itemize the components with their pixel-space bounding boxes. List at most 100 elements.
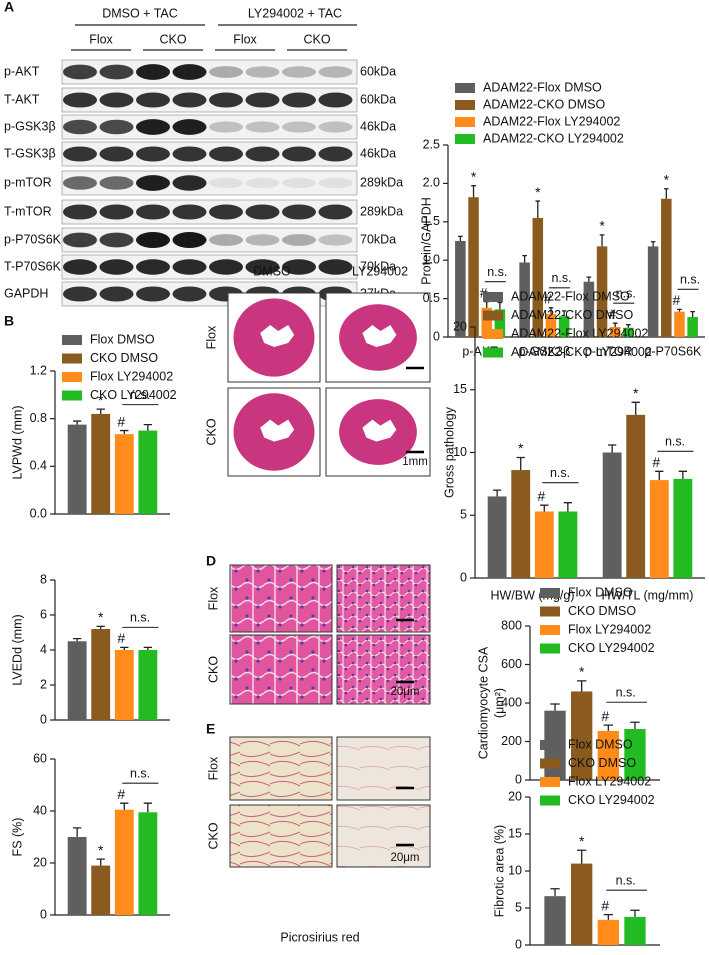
micrograph [229, 736, 333, 801]
bar [571, 691, 593, 780]
bar [571, 863, 593, 945]
bar [91, 629, 111, 720]
blot-band [209, 234, 243, 246]
blot-band [209, 66, 243, 78]
size-label: 289kDa [360, 204, 403, 218]
blot-band [63, 232, 97, 248]
x-tick-label: HW/BW (mg/g) [490, 588, 574, 602]
error-bar [72, 420, 82, 425]
caption: Picrosirius red [280, 930, 359, 944]
blot-band [245, 92, 280, 108]
protein-label: p-mTOR [4, 175, 52, 189]
bar [91, 413, 111, 514]
y-tick-label: 0 [40, 712, 47, 726]
error-bar [548, 307, 554, 314]
ns-label: n.s. [550, 466, 570, 480]
heart-cavity [362, 419, 397, 442]
heart-cavity [362, 325, 397, 348]
blot-band [245, 66, 280, 78]
bar [596, 246, 608, 337]
blot-band [245, 204, 280, 220]
error-bar [677, 308, 682, 312]
legend-label: Flox DMSO [90, 332, 155, 346]
ns-label: n.s. [487, 265, 507, 279]
significance-mark: # [544, 291, 552, 307]
group-label: Flox [233, 32, 257, 46]
bar [511, 470, 531, 578]
bar [455, 241, 466, 337]
blot-band [245, 234, 280, 246]
error-bar [655, 470, 664, 481]
legend-label: ADAM22-CKO LY294002 [511, 345, 652, 359]
y-tick-label: 60 [33, 751, 47, 765]
significance-mark: * [664, 171, 670, 187]
size-label: 46kDa [360, 146, 396, 160]
error-bar [607, 444, 617, 453]
error-bar [471, 185, 476, 198]
significance-mark: # [117, 786, 125, 802]
micrograph [229, 564, 333, 633]
row-label: Flox [206, 756, 220, 780]
bar [494, 309, 506, 337]
significance-mark: # [117, 630, 125, 646]
ns-label: n.s. [130, 388, 150, 402]
y-axis-label: (μm²) [492, 688, 506, 718]
significance-mark: # [117, 413, 125, 429]
legend-swatch [540, 625, 560, 635]
error-bar [663, 188, 669, 199]
y-tick-label: 0.5 [423, 291, 440, 305]
bar [558, 511, 578, 578]
bar [519, 262, 530, 337]
bar [114, 650, 134, 720]
error-bar [603, 724, 614, 731]
x-tick-label: p-GSK3β [519, 344, 571, 358]
y-tick-label: 1.2 [30, 363, 47, 377]
legend-label: ADAM22-Flox LY294002 [511, 326, 648, 340]
legend-label: CKO DMSO [568, 604, 636, 618]
legend-label: Flox LY294002 [568, 622, 651, 636]
blot-band [318, 121, 353, 133]
blot-band [99, 204, 134, 220]
legend-swatch [62, 335, 82, 345]
legend-label: ADAM22-Flox LY294002 [483, 114, 620, 128]
error-bar [458, 235, 463, 241]
blot-band [209, 92, 243, 108]
size-label: 60kDa [360, 92, 396, 106]
legend-label: ADAM22-Flox DMSO [511, 289, 630, 303]
blot-band [136, 175, 170, 191]
blot-band [282, 66, 316, 78]
ns-label: n.s. [616, 286, 636, 300]
blot-band [318, 146, 353, 162]
error-bar [497, 301, 503, 310]
panel-label: B [4, 313, 14, 329]
error-bar [522, 254, 527, 263]
error-bar [690, 311, 695, 318]
blot-band [318, 234, 353, 246]
legend-swatch [483, 292, 503, 302]
blot-band [63, 176, 97, 190]
blot-band [63, 146, 97, 162]
legend-label: ADAM22-CKO DMSO [511, 308, 634, 322]
significance-mark: * [518, 440, 524, 456]
y-tick-label: 6 [40, 607, 47, 621]
error-bar [96, 408, 105, 414]
y-axis-label: Protein/GAPDH [419, 197, 433, 285]
y-tick-label: 0 [460, 570, 467, 584]
micrograph [336, 564, 431, 633]
significance-mark: * [98, 842, 104, 858]
blot-band [63, 204, 97, 220]
y-axis-label: Gross pathology [442, 406, 456, 498]
blot-band [209, 177, 243, 189]
legend-label: ADAM22-Flox DMSO [483, 80, 602, 94]
heart-cavity [260, 419, 295, 442]
blot-band [63, 119, 97, 135]
error-bar [630, 909, 640, 917]
y-tick-label: 1.5 [423, 214, 440, 228]
bar [534, 511, 554, 578]
blot-band [318, 177, 353, 189]
legend-label: CKO LY294002 [568, 641, 655, 655]
y-tick-label: 8 [40, 572, 47, 586]
condition-label: DMSO + TAC [102, 6, 178, 20]
protein-label: p-GSK3β [4, 119, 56, 133]
blot-band [99, 232, 134, 248]
